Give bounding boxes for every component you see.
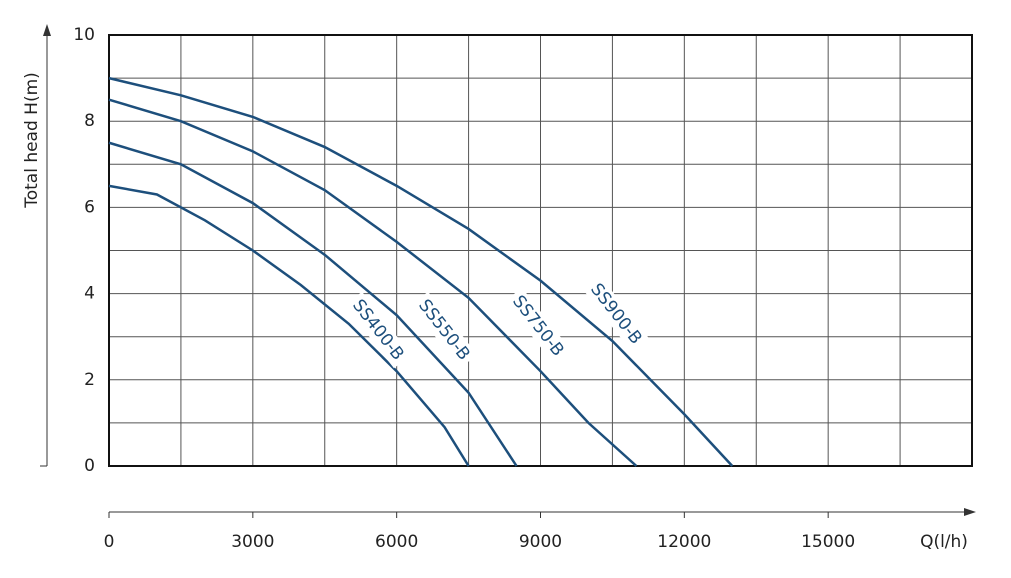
x-tick-label: 6000 [375, 532, 418, 552]
x-tick-label: 15000 [801, 532, 855, 552]
label-bg [504, 287, 572, 365]
curve [108, 76, 734, 467]
curve [108, 98, 638, 467]
x-axis-title: Q(l/h) [920, 532, 968, 552]
y-tick-label: 2 [84, 370, 95, 390]
x-tick-label: 0 [104, 532, 115, 552]
y-axis-arrow [43, 24, 51, 36]
curve [108, 184, 470, 467]
label-bg [582, 275, 650, 353]
y-axis-title: Total head H(m) [22, 72, 42, 209]
curve [108, 141, 518, 467]
series-label: SS900-B [586, 280, 646, 348]
label-bg [410, 291, 478, 369]
y-tick-label: 0 [84, 456, 95, 476]
x-tick-label: 12000 [657, 532, 711, 552]
series-label: SS550-B [414, 296, 474, 364]
plot-frame [108, 34, 973, 467]
x-tick-label: 3000 [231, 532, 274, 552]
y-tick-label: 10 [73, 25, 95, 45]
y-tick-label: 6 [84, 197, 95, 217]
x-axis-arrow [964, 508, 976, 516]
y-tick-label: 4 [84, 284, 95, 304]
y-tick-label: 8 [84, 111, 95, 131]
series-label: SS750-B [508, 292, 568, 360]
x-tick-label: 9000 [519, 532, 562, 552]
label-bg [344, 291, 412, 369]
